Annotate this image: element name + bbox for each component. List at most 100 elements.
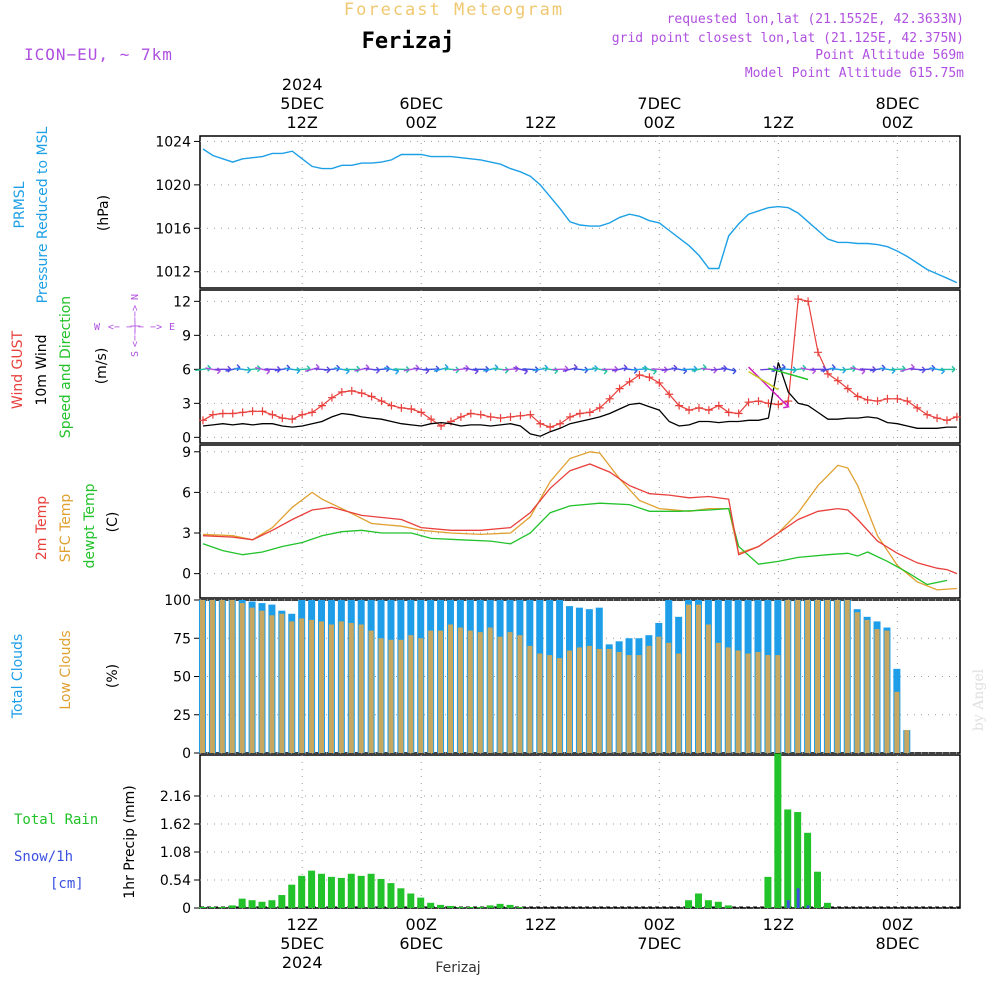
rain-bar [248,900,256,908]
low-cloud-bar [348,622,354,753]
gust-marker [744,398,753,407]
gust-marker [228,409,237,418]
watermark: by Angel [971,668,987,731]
rain-bar [437,904,445,908]
low-cloud-bar [735,650,741,753]
gust-marker [198,416,207,425]
gust-marker [595,403,604,412]
top-time-label: 12Z [287,113,318,132]
low-cloud-bar [815,600,821,753]
gust-marker [694,403,703,412]
gust-marker [556,419,565,428]
low-cloud-bar [805,600,811,753]
low-cloud-bar [874,629,880,753]
gust-marker [635,371,644,379]
rain-bar [724,905,732,908]
low-cloud-bar [477,632,483,753]
model-altitude: Model Point Altitude 615.75m [745,66,964,81]
gust-marker [913,403,922,412]
wind-dir-label: Speed and Direction [58,296,74,438]
gust-marker [337,388,346,396]
low-cloud-bar [576,647,582,753]
rain-label: Total Rain [14,812,98,828]
gust-marker [804,297,813,306]
top-time-label: 00Z [882,113,913,132]
rain-bar [496,903,504,908]
rain-bar [397,888,405,908]
wind-arrow-icon [748,370,779,391]
gust-marker [218,409,227,418]
gust-marker [893,394,902,403]
wind-arrow-icon [354,364,370,372]
gust-marker [526,410,535,419]
low-cloud-bar [398,639,404,753]
y-tick-label-clouds: 0 [182,746,191,762]
rain-bar [466,906,474,908]
low-cloud-bar [527,645,533,753]
gust-marker [208,410,217,419]
gust-marker [625,377,634,386]
y-tick-label-pressure: 1016 [155,221,191,237]
wind-arrow-icon [938,365,956,373]
gust-marker [883,394,892,403]
low-cloud-bar [507,632,513,753]
gust-marker [288,415,297,424]
gust-marker [397,403,406,412]
y-tick-label-wind: 0 [182,430,191,446]
y-tick-label-temperature: 0 [182,567,191,583]
rain-bar [288,884,296,908]
y-tick-label-wind: 9 [182,328,191,344]
y-tick-label-wind: 3 [182,396,191,412]
low-cloud-bar [834,600,840,753]
gust-marker [734,409,743,418]
low-cloud-bar [319,621,325,753]
gust-marker [387,401,396,410]
panel-frame-temperature [199,444,961,599]
rain-bar [387,883,395,908]
gust-marker [605,394,614,403]
gust-marker [417,408,426,417]
rain-bar [377,878,385,908]
low-cloud-bar [695,604,701,753]
y-tick-label-precip: 2.16 [160,789,191,805]
snow-bar [786,900,790,908]
low-cloud-bar [884,630,890,753]
gust-marker [923,410,932,419]
low-cloud-bar [844,600,850,753]
grid-point-coords: grid point closest lon,lat (21.125E, 42.… [612,31,964,46]
gust-marker [863,395,872,404]
panel-frame-precip [199,754,961,909]
gust-marker [516,411,525,420]
low-cloud-bar [378,638,384,753]
wind-arrow-icon [562,364,578,372]
gust-marker [814,348,823,357]
rain-bar [823,902,831,908]
rain-bar [268,900,276,908]
low-cloud-bar [269,615,275,753]
y-tick-label-clouds: 75 [173,631,191,647]
low-cloud-bar [328,624,334,753]
gust-marker [645,373,654,382]
gust-marker [794,295,803,304]
rain-bar [764,876,772,908]
temp2m-line [202,463,958,575]
low-cloud-bar [457,627,463,753]
low-cloud-bar [636,655,642,753]
compass-icon: N <−−|−−> S W <− −|− −> E [94,294,175,357]
compass-ns: <−−|−−> [130,305,141,347]
low-cloud-bar [259,610,265,753]
wind-arrow-icon [433,363,449,372]
low-cloud-bar [219,600,225,753]
clouds-unit: (%) [105,664,121,688]
low-cloud-bar [775,655,781,753]
gust-marker [466,409,475,418]
rain-bar [476,906,484,908]
low-cloud-bar [418,638,424,753]
temp2m-label: 2m Temp [34,496,50,560]
snow-bar [806,905,810,908]
bottom-time-label: 00Z [644,915,675,934]
low-cloud-bar [289,621,295,753]
rain-bar [347,873,355,908]
plot-area: 10121016102010240369120369025507510000.5… [155,75,961,972]
